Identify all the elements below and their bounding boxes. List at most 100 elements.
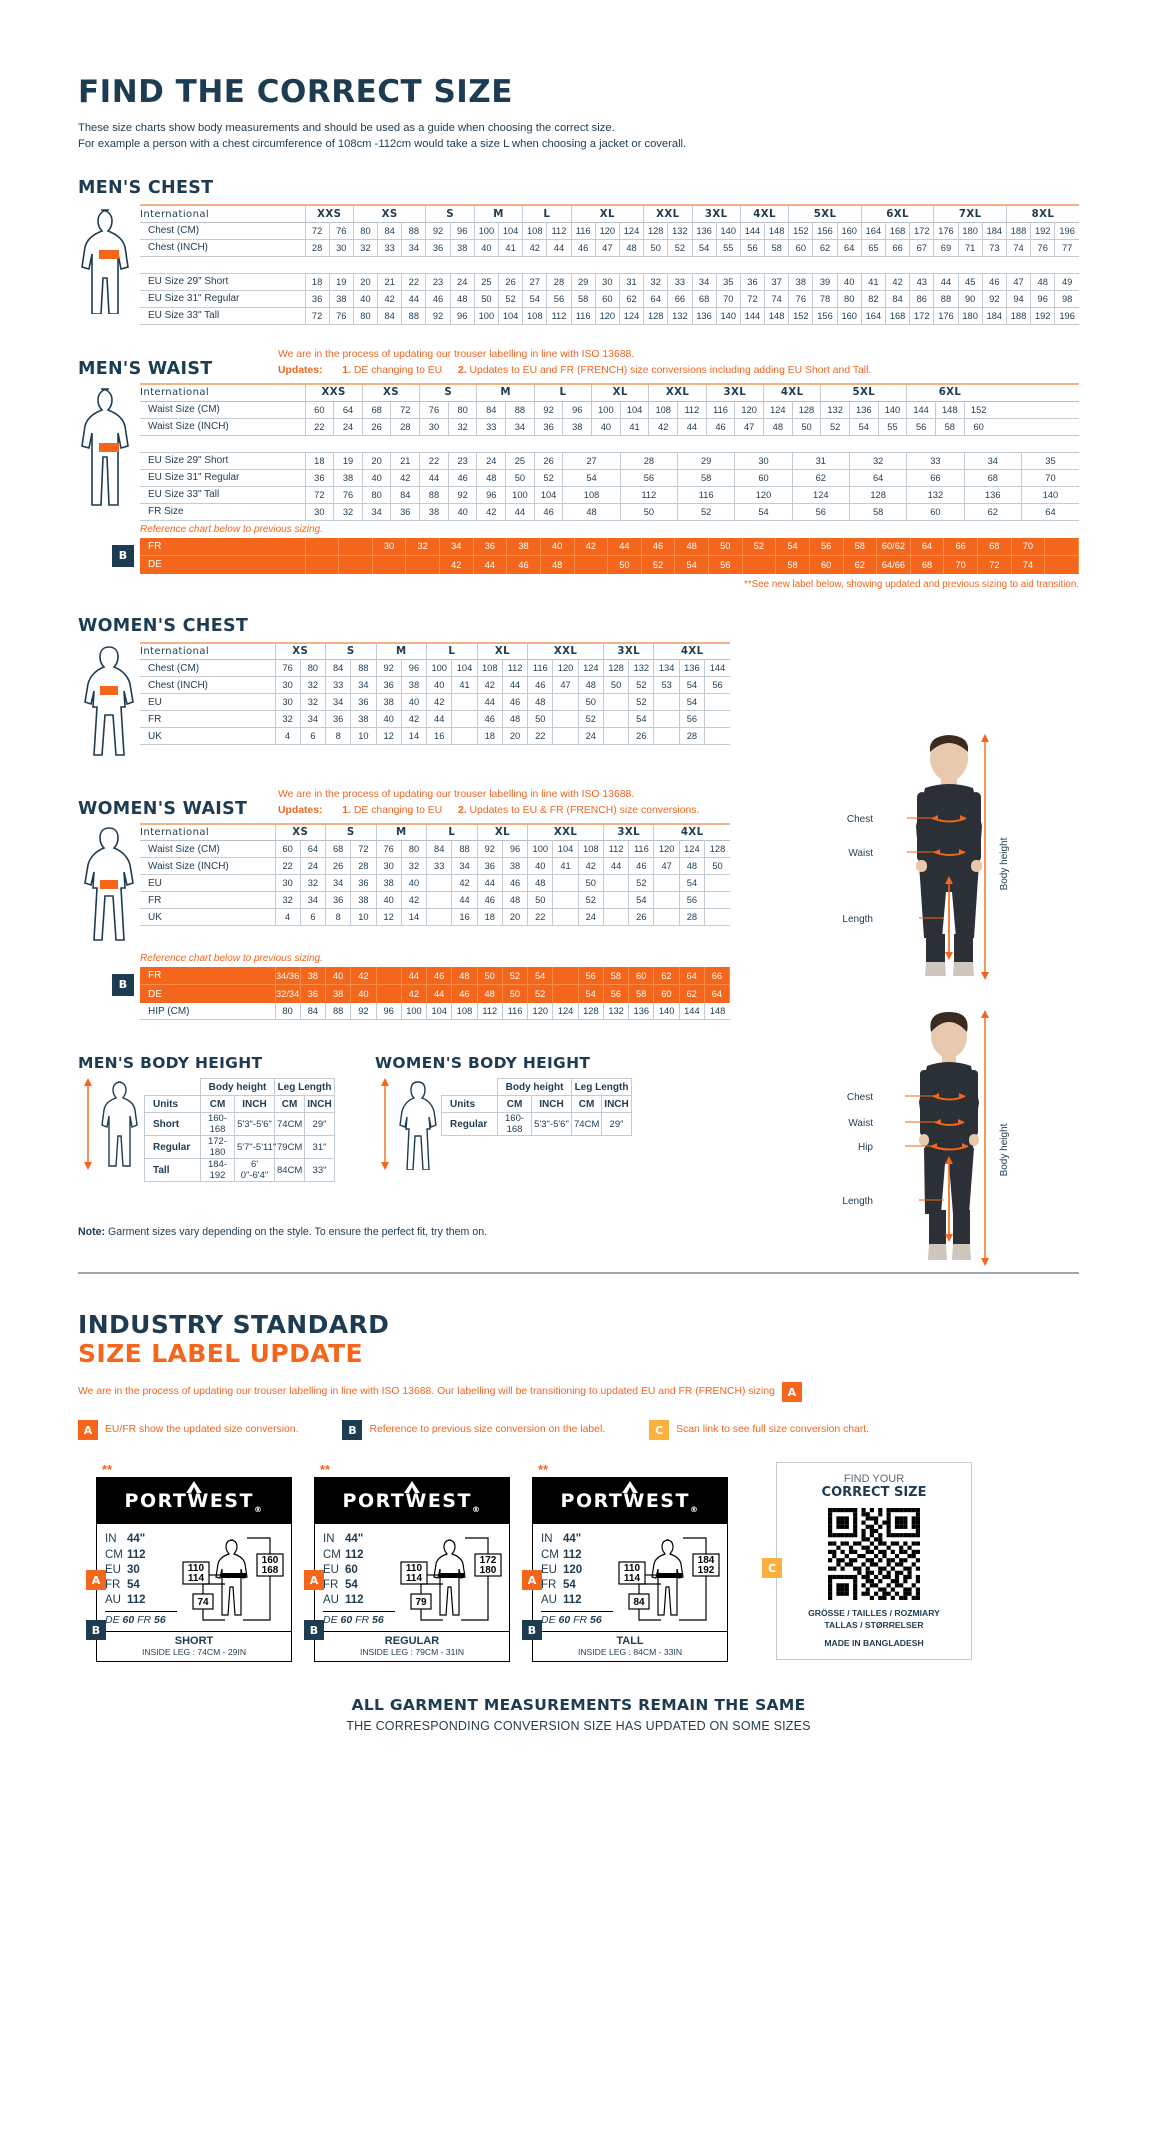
cell: 132 <box>820 401 850 419</box>
row-label: EU Size 29" Short <box>140 452 306 470</box>
ref-cell: 34/36 <box>275 966 301 985</box>
womens-chest-table: International XS S M L XL XXL 3XL 4XL Chest (CM… <box>140 642 730 746</box>
portwest-logo-icon: PORTWEST® <box>125 1480 264 1513</box>
cell: 68 <box>325 840 352 858</box>
cell: 128 <box>792 401 822 419</box>
bh-group-body-height: Body height <box>497 1078 573 1097</box>
cell <box>426 891 453 909</box>
cell: 50 <box>527 891 554 909</box>
cell: 124 <box>679 840 706 858</box>
cell <box>451 727 478 745</box>
ref-cell <box>1044 555 1079 574</box>
cell <box>552 874 579 892</box>
badge-b-label: B <box>304 1620 324 1641</box>
bh-row: Short 160-168 5'3"-5'6" 74CM 29" <box>144 1112 336 1137</box>
svg-text:192: 192 <box>698 1565 715 1576</box>
cell: 12 <box>376 727 402 745</box>
cell: 42 <box>377 290 403 308</box>
cell: 148 <box>764 222 790 240</box>
cell: 80 <box>275 1002 301 1020</box>
cell: 86 <box>909 290 935 308</box>
cell: 96 <box>476 486 507 504</box>
cell: 20 <box>502 727 529 745</box>
bh-row: Regular 160-168 5'3"-5'6" 74CM 29" <box>441 1112 633 1137</box>
model-illustrations: Chest Waist Leg Length Body height <box>823 734 1079 1290</box>
svg-text:114: 114 <box>406 1573 423 1584</box>
ref-cell: 30 <box>372 537 407 556</box>
key-text-b: Reference to previous size conversion on… <box>369 1424 606 1436</box>
cell: 18 <box>305 273 330 291</box>
notice-item-1: DE changing to EU <box>353 804 443 816</box>
cell: 148 <box>935 401 965 419</box>
cell <box>603 908 630 926</box>
ref-cell: 54 <box>674 555 709 574</box>
cell: 116 <box>571 222 596 240</box>
row-label: Waist Size (INCH) <box>140 418 306 436</box>
label-cards-row: ** PORTWEST® IN 44" CM 112 EU 30 FR 54 AU 112 DE 60 … <box>86 1462 1079 1663</box>
ref-cell: 64 <box>679 966 705 985</box>
cell: 32 <box>333 503 363 521</box>
cell: 116 <box>571 307 596 325</box>
cell <box>603 727 630 745</box>
ref-cell: 60 <box>809 555 844 574</box>
cell: 90 <box>958 290 983 308</box>
label-rule <box>541 1611 613 1613</box>
cell: 46 <box>502 693 529 711</box>
cell: 54 <box>628 710 655 728</box>
table-row: FR Size 30 32 34 36 38 40 42 44 46 48 50 52 54 56 58 60 6… <box>140 503 1079 521</box>
row-label-header: International <box>140 205 306 223</box>
bh-row-label: Regular <box>144 1135 201 1160</box>
row-label: EU Size 33" Tall <box>140 486 306 504</box>
cell: 124 <box>578 659 604 677</box>
cell: 70 <box>1045 472 1056 483</box>
cell: 52 <box>578 891 604 909</box>
cell: 34 <box>505 418 535 436</box>
svg-text:168: 168 <box>262 1565 279 1576</box>
label-card: ** PORTWEST® IN 44" CM 112 EU 30 FR 54 AU 112 DE 60 … <box>86 1462 292 1663</box>
ref-cell: 52 <box>527 984 554 1003</box>
cell: 152 <box>788 222 814 240</box>
label-key: AU <box>105 1594 121 1607</box>
cell: 47 <box>1006 273 1032 291</box>
ref-cell <box>338 555 373 574</box>
cell: 34 <box>964 452 1022 470</box>
cell <box>705 875 730 892</box>
industry-key-list: A EU/FR show the updated size conversion… <box>78 1420 1079 1441</box>
cell: 62 <box>964 503 1022 521</box>
model-label-chest-f: Chest <box>847 1092 873 1103</box>
qr-code-icon[interactable] <box>828 1508 920 1601</box>
cell: 76 <box>275 659 301 677</box>
table-row: Chest (INCH) 28 30 32 33 34 36 38 40 41 42 44 46 47 48… <box>140 239 1079 257</box>
ref-cell: 44 <box>426 984 453 1003</box>
cell: 76 <box>419 401 449 419</box>
cell: 65 <box>861 239 887 257</box>
label-key: IN <box>105 1533 117 1546</box>
ref-cell: 34 <box>439 537 474 556</box>
cell: 41 <box>620 418 650 436</box>
cell: 52 <box>628 874 655 892</box>
cell: 112 <box>477 1002 503 1020</box>
cell: 47 <box>552 676 579 694</box>
cell: 44 <box>401 290 427 308</box>
label-value: 112 <box>563 1548 582 1561</box>
mens-waist-star-note: **See new label below, showing updated a… <box>744 578 1079 590</box>
cell: 88 <box>401 222 427 240</box>
cell: 48 <box>502 710 529 728</box>
label-row-cm: CM 112 <box>105 1548 177 1563</box>
womens-waist-body: Waist Size (CM) 60 64 68 72 76 80 84 88 92 96 100 10… <box>140 840 730 926</box>
cell: 64 <box>849 469 908 487</box>
cell: 88 <box>419 486 449 504</box>
cell: 40 <box>591 418 621 436</box>
size-header-xl: XL <box>591 384 650 402</box>
mens-chest-block: International XXS XS S M L XL XXL 3XL 4XL 5XL 6XL 7… <box>78 204 1079 325</box>
label-row-au: AU 112 <box>323 1593 395 1608</box>
cell: 164 <box>861 222 887 240</box>
ref-cell: 56 <box>708 555 743 574</box>
cell: 136 <box>692 307 717 325</box>
cell: 46 <box>571 239 596 257</box>
cell: 6 <box>300 908 327 926</box>
label-key: IN <box>323 1533 335 1546</box>
womens-waist-ref-block: B FR 34/36 38 40 42 44 46 48 50 52 54 56 58 60 62 64 66 D… <box>78 966 1079 1003</box>
cell: 192 <box>1030 307 1056 325</box>
cell: 104 <box>451 659 478 677</box>
